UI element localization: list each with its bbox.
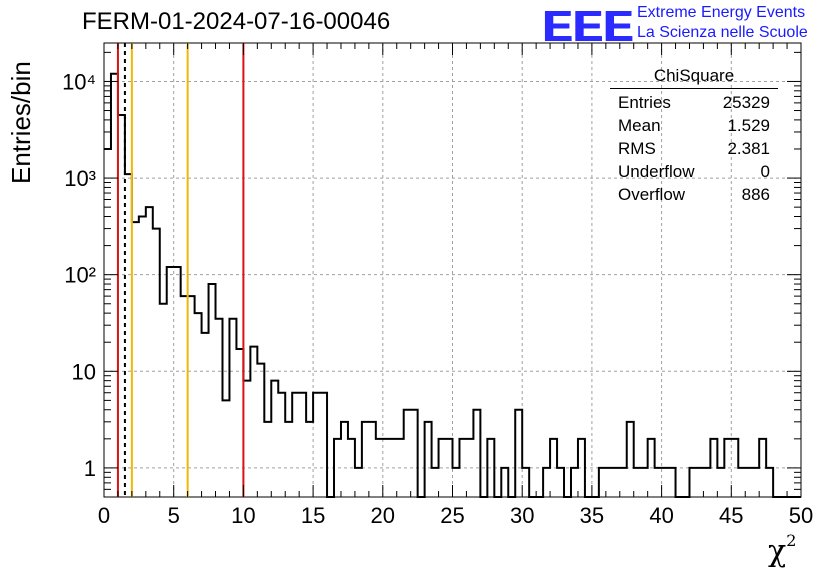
logo-line-2: La Scienza nelle Scuole bbox=[637, 24, 808, 41]
stats-value: 1.529 bbox=[727, 116, 770, 135]
stats-label: Mean bbox=[618, 116, 661, 135]
y-tick-label: 10³ bbox=[64, 166, 96, 191]
logo-line-1: Extreme Energy Events bbox=[637, 4, 806, 21]
x-axis-label-sup: 2 bbox=[786, 531, 797, 550]
stats-title: ChiSquare bbox=[610, 66, 778, 89]
histogram-line bbox=[104, 72, 801, 498]
stats-value: 25329 bbox=[722, 93, 770, 112]
stats-row-underflow: Underflow 0 bbox=[610, 160, 778, 183]
eee-logo: EEE bbox=[542, 2, 634, 51]
x-tick-label: 20 bbox=[371, 503, 395, 528]
chart-title: FERM-01-2024-07-16-00046 bbox=[82, 8, 391, 35]
y-axis-label: Entries/bin bbox=[6, 61, 36, 184]
stats-value: 886 bbox=[741, 185, 770, 204]
x-tick-label: 0 bbox=[98, 503, 110, 528]
stats-box: ChiSquare Entries 25329 Mean 1.529 RMS 2.38… bbox=[610, 66, 778, 206]
stats-value: 0 bbox=[760, 162, 770, 181]
y-tick-label: 10² bbox=[64, 263, 96, 288]
x-tick-label: 5 bbox=[168, 503, 180, 528]
stats-row-rms: RMS 2.381 bbox=[610, 137, 778, 160]
x-axis-label-base: χ bbox=[768, 534, 787, 569]
stats-row-mean: Mean 1.529 bbox=[610, 114, 778, 137]
stats-row-overflow: Overflow 886 bbox=[610, 183, 778, 206]
y-tick-label: 1 bbox=[84, 456, 96, 481]
x-tick-label: 50 bbox=[789, 503, 813, 528]
x-axis-label: χ2 bbox=[768, 531, 797, 569]
stats-label: Entries bbox=[618, 93, 671, 112]
x-tick-label: 45 bbox=[719, 503, 743, 528]
x-tick-label: 10 bbox=[231, 503, 255, 528]
x-tick-label: 30 bbox=[510, 503, 534, 528]
stats-label: Overflow bbox=[618, 185, 686, 204]
x-tick-label: 40 bbox=[649, 503, 673, 528]
y-tick-label: 10⁴ bbox=[62, 69, 96, 94]
x-tick-label: 35 bbox=[580, 503, 604, 528]
stats-label: RMS bbox=[618, 139, 656, 158]
y-tick-label: 10 bbox=[72, 359, 96, 384]
x-tick-label: 15 bbox=[301, 503, 325, 528]
stats-label: Underflow bbox=[618, 162, 695, 181]
stats-value: 2.381 bbox=[727, 139, 770, 158]
stats-row-entries: Entries 25329 bbox=[610, 91, 778, 114]
x-tick-label: 25 bbox=[440, 503, 464, 528]
